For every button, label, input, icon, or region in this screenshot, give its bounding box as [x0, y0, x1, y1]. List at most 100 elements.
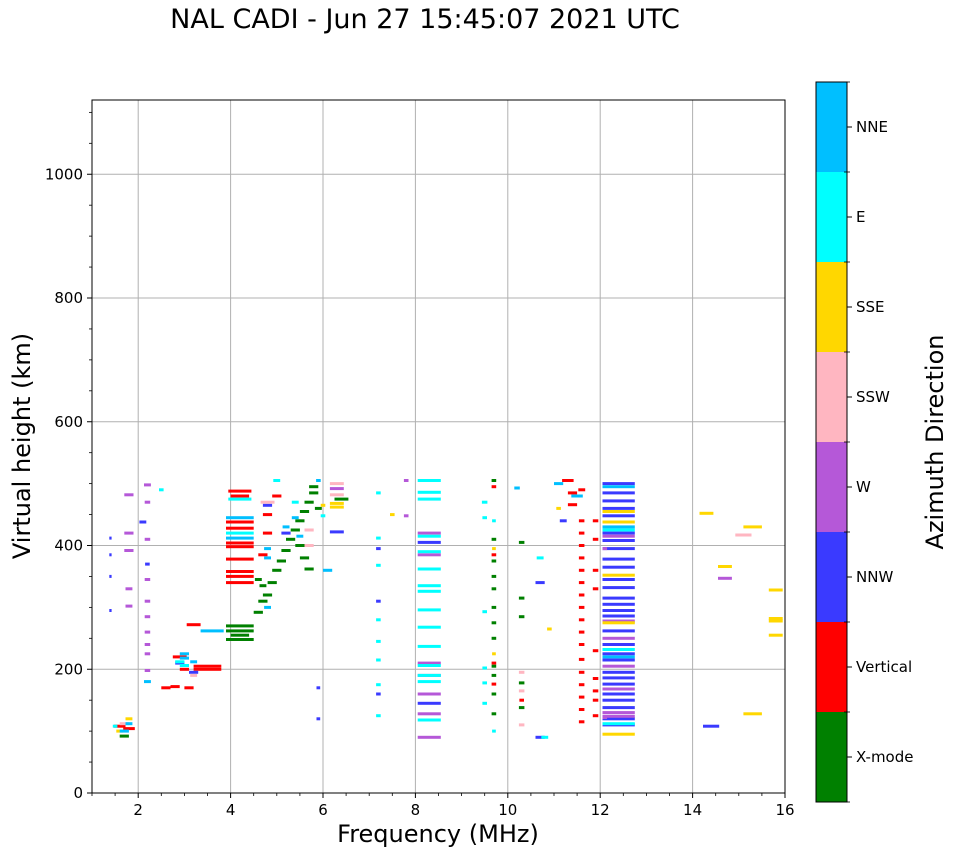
data-point	[541, 735, 549, 739]
colorbar-frame	[815, 81, 848, 803]
data-point	[578, 643, 585, 646]
data-point	[518, 615, 525, 619]
data-point	[602, 687, 635, 691]
data-point	[376, 563, 381, 567]
data-point	[290, 528, 300, 532]
data-point	[139, 520, 147, 524]
data-point	[376, 714, 381, 718]
data-point	[578, 683, 585, 687]
data-point	[272, 568, 282, 572]
data-point	[260, 500, 275, 504]
data-point	[578, 630, 585, 634]
data-point	[299, 510, 310, 513]
data-point	[295, 519, 305, 523]
data-point	[262, 531, 273, 535]
series-nnw	[109, 482, 720, 739]
data-point	[602, 586, 635, 590]
data-point	[491, 479, 497, 482]
data-point	[699, 511, 714, 515]
colorbar-tick-label: NNE	[856, 118, 888, 136]
data-point	[559, 519, 567, 523]
data-point	[417, 497, 441, 501]
data-point	[417, 712, 441, 716]
data-point	[602, 528, 635, 532]
data-point	[314, 506, 322, 510]
data-point	[417, 567, 441, 571]
data-point	[491, 574, 497, 578]
data-point	[602, 596, 635, 600]
data-point	[125, 722, 133, 726]
data-point	[281, 531, 291, 535]
data-point	[482, 516, 487, 520]
data-point	[602, 636, 635, 640]
data-point	[602, 732, 635, 736]
data-point	[417, 680, 441, 684]
y-axis: 0 200 400 600 800 1000	[45, 111, 92, 802]
y-tick-label: 0	[73, 784, 83, 802]
data-point	[113, 724, 126, 728]
data-point	[193, 667, 222, 671]
data-point	[144, 537, 151, 541]
data-point	[264, 556, 271, 560]
data-point	[226, 536, 254, 540]
data-point	[186, 623, 201, 627]
data-point	[492, 652, 496, 656]
data-point	[262, 513, 273, 517]
data-point	[578, 488, 586, 492]
data-point	[123, 727, 135, 731]
data-point	[417, 664, 441, 667]
data-point	[602, 482, 635, 486]
data-point	[592, 537, 599, 541]
data-point	[226, 545, 254, 549]
colorbar-swatch	[816, 442, 847, 532]
grid-layer	[92, 100, 785, 793]
data-point	[376, 618, 381, 622]
data-point	[109, 609, 112, 612]
data-point	[119, 722, 129, 726]
data-point	[144, 643, 151, 646]
data-point	[226, 574, 254, 578]
data-point	[578, 708, 585, 711]
data-point	[491, 537, 497, 541]
data-point	[417, 661, 441, 665]
data-point	[161, 686, 171, 690]
data-point	[390, 513, 395, 517]
data-point	[323, 568, 333, 572]
data-point	[226, 520, 254, 524]
data-point	[735, 533, 752, 537]
data-point	[144, 680, 151, 684]
data-point	[602, 547, 635, 551]
data-point	[376, 547, 381, 551]
data-point	[536, 556, 544, 560]
data-point	[602, 499, 635, 503]
data-point	[125, 717, 133, 721]
data-point	[491, 682, 497, 686]
data-point	[226, 624, 254, 628]
data-point	[226, 629, 254, 633]
data-point	[226, 531, 254, 535]
y-tick-label: 200	[54, 660, 83, 678]
data-point	[602, 692, 635, 696]
colorbar-swatch	[816, 262, 847, 352]
data-point	[602, 614, 635, 618]
data-point	[768, 633, 783, 637]
data-point	[258, 553, 268, 557]
data-point	[491, 559, 497, 563]
data-point	[491, 621, 497, 625]
data-point	[190, 660, 198, 664]
data-point	[309, 491, 319, 495]
data-point	[514, 486, 520, 490]
data-point	[578, 720, 585, 724]
y-tick-label: 1000	[45, 165, 83, 183]
data-point	[602, 514, 635, 518]
data-point	[226, 570, 254, 573]
data-point	[602, 648, 635, 651]
data-point	[417, 589, 441, 593]
data-point	[518, 596, 525, 600]
x-tick-label: 14	[683, 801, 702, 819]
data-point	[482, 666, 487, 670]
data-point	[376, 639, 381, 643]
data-point	[602, 565, 635, 569]
data-point	[492, 519, 496, 523]
